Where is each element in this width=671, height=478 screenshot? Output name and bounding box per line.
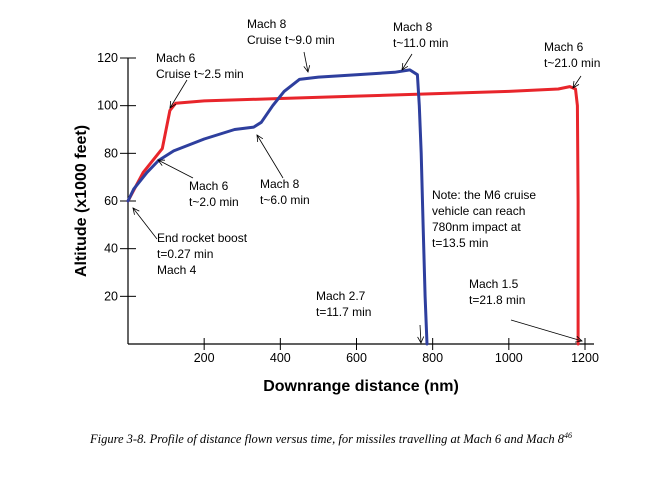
annotation-line: Mach 8 bbox=[260, 177, 300, 191]
annotation-mach6-cruise: Mach 6 Cruise t~2.5 min bbox=[156, 51, 244, 81]
annotation-line: vehicle can reach bbox=[432, 204, 525, 218]
annotation-leader bbox=[419, 324, 422, 344]
annotation-mach1-5: Mach 1.5 t=21.8 min bbox=[469, 277, 525, 307]
y-tick-label: 100 bbox=[97, 99, 118, 113]
annotation-leader bbox=[510, 319, 583, 342]
annotation-mach2-7: Mach 2.7 t=11.7 min bbox=[316, 289, 371, 319]
y-tick-label: 120 bbox=[97, 51, 118, 65]
annotation-mach6-21min: Mach 6 t~21.0 min bbox=[544, 40, 600, 70]
figure-caption: Figure 3-8. Profile of distance flown ve… bbox=[89, 431, 572, 446]
annotation-leader bbox=[303, 51, 309, 73]
annotation-leader bbox=[132, 207, 158, 240]
annotation-line: Cruise t~9.0 min bbox=[247, 33, 335, 47]
annotation-line: t~21.0 min bbox=[544, 56, 600, 70]
annotation-arrowhead bbox=[575, 336, 583, 343]
annotation-leader bbox=[572, 75, 582, 89]
annotation-arrowhead bbox=[417, 336, 425, 344]
x-tick-label: 200 bbox=[194, 351, 215, 365]
annotation-line: t=0.27 min bbox=[157, 247, 213, 261]
annotation-line: Mach 1.5 bbox=[469, 277, 519, 291]
annotation-line: Mach 6 bbox=[189, 179, 229, 193]
annotation-line: Mach 2.7 bbox=[316, 289, 366, 303]
annotation-line: t~6.0 min bbox=[260, 193, 310, 207]
x-tick-label: 400 bbox=[270, 351, 291, 365]
annotation-arrowhead bbox=[169, 100, 177, 109]
annotation-line: t=11.7 min bbox=[316, 305, 371, 319]
annotation-arrowhead bbox=[572, 81, 580, 89]
caption-text: Figure 3-8. Profile of distance flown ve… bbox=[89, 432, 565, 446]
annotation-leader bbox=[157, 159, 194, 179]
annotation-mach6-2min: Mach 6 t~2.0 min bbox=[189, 179, 239, 209]
annotation-arrowhead bbox=[303, 65, 311, 73]
annotation-line: Mach 6 bbox=[156, 51, 196, 65]
annotation-leader bbox=[169, 79, 188, 109]
annotation-end-rocket-boost: End rocket boost t=0.27 min Mach 4 bbox=[157, 231, 248, 277]
annotation-arrowhead bbox=[256, 134, 264, 143]
annotation-arrowhead bbox=[157, 159, 166, 166]
annotation-note: Note: the M6 cruise vehicle can reach 780n… bbox=[432, 188, 536, 250]
annotation-line: Mach 6 bbox=[544, 40, 584, 54]
y-axis-title: Altitude (x1000 feet) bbox=[73, 125, 90, 277]
annotation-line: t~11.0 min bbox=[393, 36, 448, 50]
annotation-leader bbox=[401, 53, 413, 71]
annotation-line: Cruise t~2.5 min bbox=[156, 67, 244, 81]
y-tick-label: 40 bbox=[104, 242, 118, 256]
annotation-line: Mach 4 bbox=[157, 263, 197, 277]
annotation-line: t~2.0 min bbox=[189, 195, 239, 209]
annotation-arrowhead bbox=[401, 62, 409, 71]
y-tick-label: 20 bbox=[104, 289, 118, 303]
caption-footnote-ref: 46 bbox=[564, 431, 572, 440]
annotation-mach8-cruise: Mach 8 Cruise t~9.0 min bbox=[247, 17, 335, 47]
annotation-arrowhead bbox=[132, 207, 140, 215]
x-tick-label: 1200 bbox=[571, 351, 599, 365]
annotation-line: t=13.5 min bbox=[432, 236, 488, 250]
annotation-line: t=21.8 min bbox=[469, 293, 525, 307]
x-tick-label: 800 bbox=[422, 351, 443, 365]
annotation-line: Mach 8 bbox=[393, 20, 433, 34]
mach-8-trajectory bbox=[126, 68, 429, 346]
x-axis-title: Downrange distance (nm) bbox=[263, 378, 459, 395]
annotation-line: End rocket boost bbox=[157, 231, 248, 245]
annotation-line: 780nm impact at bbox=[432, 220, 521, 234]
annotation-mach8-6min: Mach 8 t~6.0 min bbox=[260, 177, 310, 207]
annotation-line: Note: the M6 cruise bbox=[432, 188, 536, 202]
annotation-mach8-11min: Mach 8 t~11.0 min bbox=[393, 20, 448, 50]
y-tick-label: 80 bbox=[104, 146, 118, 160]
annotation-leader bbox=[256, 134, 284, 179]
y-tick-label: 60 bbox=[104, 194, 118, 208]
x-tick-label: 1000 bbox=[495, 351, 523, 365]
annotation-line: Mach 8 bbox=[247, 17, 287, 31]
x-tick-label: 600 bbox=[346, 351, 367, 365]
